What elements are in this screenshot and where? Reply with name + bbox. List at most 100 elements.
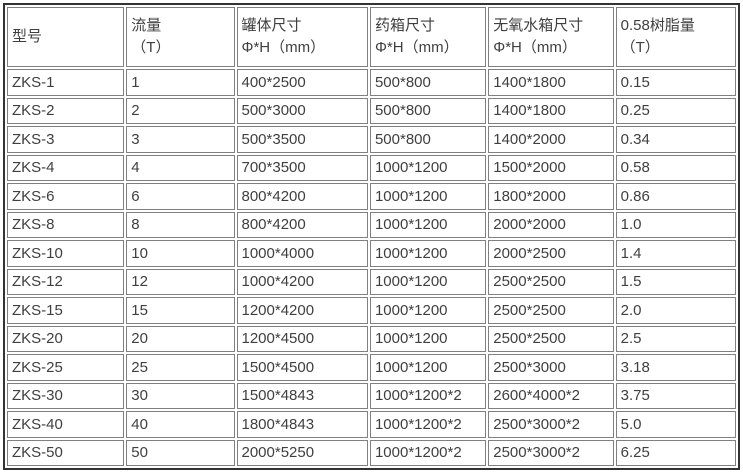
table-cell: 800*4200 (236, 211, 368, 238)
table-cell: 1400*2000 (488, 126, 614, 153)
table-cell: 2500*2500 (488, 268, 614, 295)
table-cell: ZKS-25 (7, 354, 125, 381)
table-cell: 3.75 (615, 382, 736, 409)
table-cell: 400*2500 (236, 69, 368, 96)
table-cell: 1000*1200 (369, 297, 487, 324)
spec-table: 型号 流量 （T） 罐体尺寸 Φ*H（mm） 药箱尺寸 Φ*H（mm） 无氧水箱尺寸 Φ*H（m… (3, 3, 740, 470)
table-row: ZKS-3 3 500*3500 500*800 1400*2000 0.34 (7, 126, 736, 153)
header-line1: 罐体尺寸 (241, 17, 302, 34)
header-cell-2: 罐体尺寸 Φ*H（mm） (236, 7, 368, 67)
table-cell: 25 (126, 354, 235, 381)
table-cell: 1000*1200 (369, 325, 487, 352)
table-row: ZKS-40 40 1800*4843 1000*1200*2 2500*3000*2 5… (7, 411, 736, 438)
table-cell: 2500*3000 (488, 354, 614, 381)
table-cell: ZKS-40 (7, 411, 125, 438)
table-cell: 1500*4843 (236, 382, 368, 409)
table-cell: 1000*1200 (369, 154, 487, 181)
table-cell: 500*800 (369, 126, 487, 153)
table-cell: 500*3000 (236, 97, 368, 124)
table-cell: 700*3500 (236, 154, 368, 181)
table-row: ZKS-15 15 1200*4200 1000*1200 2500*2500 2.0 (7, 297, 736, 324)
table-cell: 1.4 (615, 240, 736, 267)
table-cell: 15 (126, 297, 235, 324)
table-cell: 1000*1200 (369, 240, 487, 267)
table-cell: 500*3500 (236, 126, 368, 153)
table-cell: 1000*4200 (236, 268, 368, 295)
header-line2: Φ*H（mm） (241, 39, 326, 56)
header-cell-4: 无氧水箱尺寸 Φ*H（mm） (488, 7, 614, 67)
table-cell: 6.25 (615, 439, 736, 466)
table-cell: 2.0 (615, 297, 736, 324)
table-cell: ZKS-15 (7, 297, 125, 324)
table-cell: 4 (126, 154, 235, 181)
table-cell: 0.25 (615, 97, 736, 124)
table-cell: 1000*1200*2 (369, 411, 487, 438)
table-cell: 1400*1800 (488, 97, 614, 124)
header-cell-3: 药箱尺寸 Φ*H（mm） (369, 7, 487, 67)
table-cell: 12 (126, 268, 235, 295)
header-line2: Φ*H（mm） (493, 39, 577, 56)
table-cell: 2600*4000*2 (488, 382, 614, 409)
table-cell: 1000*4000 (236, 240, 368, 267)
header-cell-1: 流量 （T） (126, 7, 235, 67)
table-cell: 8 (126, 211, 235, 238)
table-cell: 1.0 (615, 211, 736, 238)
table-cell: 20 (126, 325, 235, 352)
table-cell: 1000*1200 (369, 354, 487, 381)
table-cell: 40 (126, 411, 235, 438)
table-row: ZKS-50 50 2000*5250 1000*1200*2 2500*3000*2 6… (7, 439, 736, 466)
header-line1: 无氧水箱尺寸 (493, 17, 584, 34)
table-cell: ZKS-50 (7, 439, 125, 466)
header-line1: 型号 (12, 28, 43, 45)
table-cell: 2500*3000*2 (488, 411, 614, 438)
table-cell: ZKS-6 (7, 183, 125, 210)
table-cell: 1500*4500 (236, 354, 368, 381)
table-cell: 3 (126, 126, 235, 153)
table-cell: ZKS-4 (7, 154, 125, 181)
table-row: ZKS-4 4 700*3500 1000*1200 1500*2000 0.58 (7, 154, 736, 181)
table-cell: 2500*2500 (488, 325, 614, 352)
table-cell: ZKS-12 (7, 268, 125, 295)
table-cell: 0.34 (615, 126, 736, 153)
table-cell: 1000*1200*2 (369, 382, 487, 409)
table-cell: 2000*2000 (488, 211, 614, 238)
table-cell: 1800*4843 (236, 411, 368, 438)
table-cell: ZKS-2 (7, 97, 125, 124)
table-cell: 500*800 (369, 97, 487, 124)
table-cell: 1500*2000 (488, 154, 614, 181)
table-cell: 2 (126, 97, 235, 124)
table-row: ZKS-12 12 1000*4200 1000*1200 2500*2500 1.5 (7, 268, 736, 295)
table-cell: 2000*5250 (236, 439, 368, 466)
table-row: ZKS-20 20 1200*4500 1000*1200 2500*2500 2.5 (7, 325, 736, 352)
table-cell: 5.0 (615, 411, 736, 438)
header-line2: Φ*H（mm） (374, 39, 459, 56)
table-cell: 1 (126, 69, 235, 96)
table-row: ZKS-30 30 1500*4843 1000*1200*2 2600*4000*2 3… (7, 382, 736, 409)
header-row: 型号 流量 （T） 罐体尺寸 Φ*H（mm） 药箱尺寸 Φ*H（mm） 无氧水箱尺寸 Φ*H（m… (7, 7, 736, 67)
header-line1: 0.58树脂量 (620, 17, 695, 34)
table-row: ZKS-25 25 1500*4500 1000*1200 2500*3000 3.18 (7, 354, 736, 381)
table-cell: 0.15 (615, 69, 736, 96)
table-cell: 1400*1800 (488, 69, 614, 96)
table-cell: 0.58 (615, 154, 736, 181)
table-row: ZKS-2 2 500*3000 500*800 1400*1800 0.25 (7, 97, 736, 124)
table-cell: 50 (126, 439, 235, 466)
table-cell: ZKS-20 (7, 325, 125, 352)
table-cell: 10 (126, 240, 235, 267)
table-cell: ZKS-1 (7, 69, 125, 96)
table-cell: 1000*1200 (369, 183, 487, 210)
header-cell-5: 0.58树脂量 （T） (615, 7, 736, 67)
header-line1: 药箱尺寸 (374, 17, 435, 34)
table-cell: 30 (126, 382, 235, 409)
header-cell-0: 型号 (7, 7, 125, 67)
header-line2: （T） (131, 39, 171, 56)
header-line1: 流量 (131, 17, 162, 34)
table-cell: 1200*4200 (236, 297, 368, 324)
table-cell: 1.5 (615, 268, 736, 295)
table-cell: ZKS-8 (7, 211, 125, 238)
table-cell: 800*4200 (236, 183, 368, 210)
table-cell: 3.18 (615, 354, 736, 381)
table-cell: 2.5 (615, 325, 736, 352)
table-cell: 1000*1200 (369, 211, 487, 238)
